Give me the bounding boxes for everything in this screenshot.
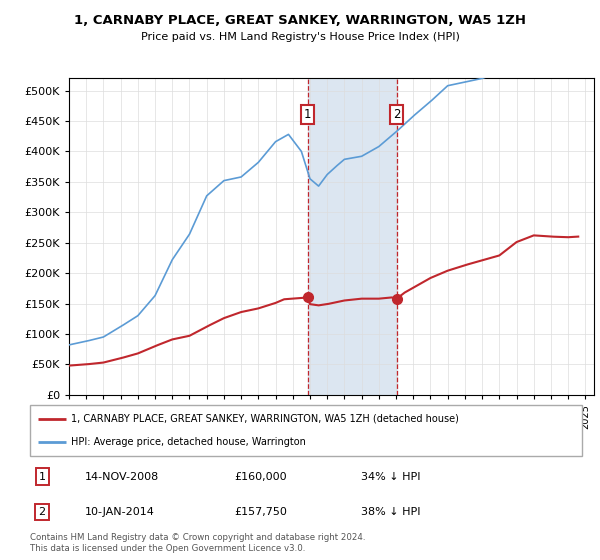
Text: 2: 2 [393,108,400,122]
Text: 34% ↓ HPI: 34% ↓ HPI [361,472,421,482]
Text: Price paid vs. HM Land Registry's House Price Index (HPI): Price paid vs. HM Land Registry's House … [140,32,460,43]
Text: 1, CARNABY PLACE, GREAT SANKEY, WARRINGTON, WA5 1ZH: 1, CARNABY PLACE, GREAT SANKEY, WARRINGT… [74,14,526,27]
Bar [308,78,397,395]
Text: £157,750: £157,750 [234,507,287,517]
Text: 2: 2 [38,507,46,517]
Text: £160,000: £160,000 [234,472,287,482]
Text: 10-JAN-2014: 10-JAN-2014 [85,507,155,517]
Text: 1: 1 [304,108,311,122]
Text: Contains HM Land Registry data © Crown copyright and database right 2024.
This d: Contains HM Land Registry data © Crown c… [30,533,365,553]
Text: 1, CARNABY PLACE, GREAT SANKEY, WARRINGTON, WA5 1ZH (detached house): 1, CARNABY PLACE, GREAT SANKEY, WARRINGT… [71,414,459,424]
Text: HPI: Average price, detached house, Warrington: HPI: Average price, detached house, Warr… [71,437,306,447]
Text: 38% ↓ HPI: 38% ↓ HPI [361,507,421,517]
Text: 1: 1 [38,472,46,482]
Text: 14-NOV-2008: 14-NOV-2008 [85,472,160,482]
